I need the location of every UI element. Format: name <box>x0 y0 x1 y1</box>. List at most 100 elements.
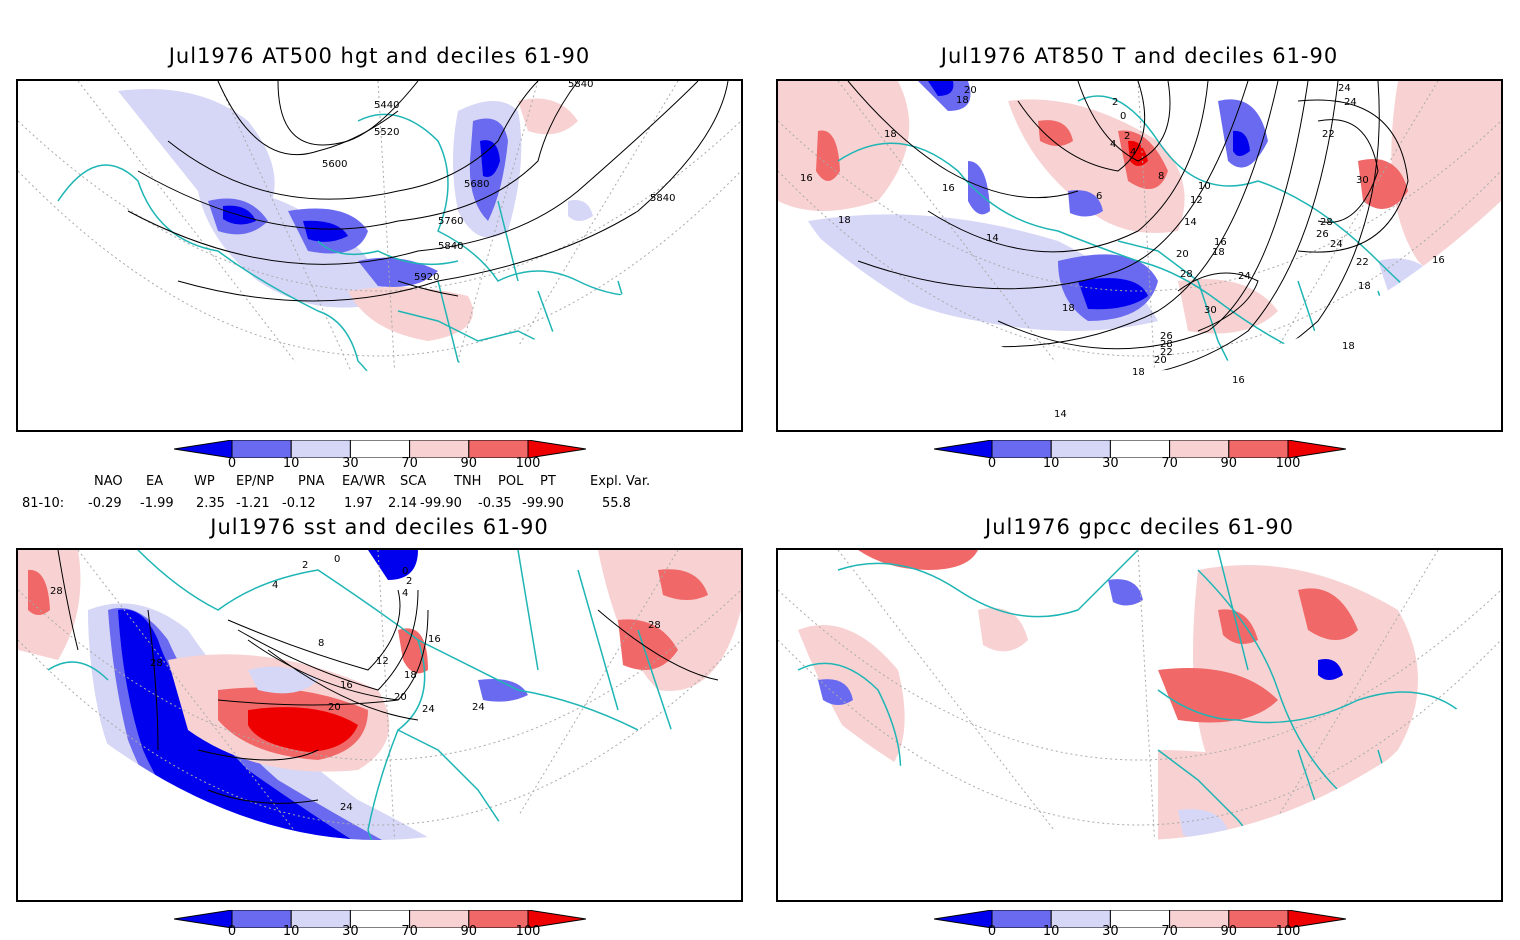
t-label-27: 22 <box>1160 347 1173 358</box>
colorbar-tick-label: 100 <box>1275 456 1301 471</box>
colorbar-bottom-left <box>173 909 587 929</box>
colorbar-tick-label: 90 <box>1220 456 1238 471</box>
t-label-34: 24 <box>1344 97 1357 108</box>
t-label-39: 22 <box>1356 257 1369 268</box>
index-header-eawr: EA/WR <box>342 474 386 489</box>
map-t850-canvas: 20 18 18 16 16 18 14 18 6 4 2 0 2 4 8 10… <box>778 81 1501 420</box>
contour-label-1: 5840 <box>568 81 593 90</box>
colorbar-tick-label: 0 <box>987 456 997 471</box>
sst-label-16: 24 <box>472 702 485 713</box>
t-label-42: 18 <box>1342 341 1355 352</box>
contour-label-2: 5440 <box>374 100 399 111</box>
t-label-24: 24 <box>1238 271 1251 282</box>
index-header-epnp: EP/NP <box>236 474 274 489</box>
sst-label-6: 0 <box>402 566 408 577</box>
sst-label-15: 24 <box>422 704 435 715</box>
colorbar-tick-label: 70 <box>401 456 418 471</box>
colorbar-tick-label: 90 <box>460 456 478 471</box>
sst-label-11: 16 <box>340 680 353 691</box>
t-label-3: 18 <box>884 129 897 140</box>
t-label-2: 18 <box>956 95 969 106</box>
t-label-21: 20 <box>1176 249 1189 260</box>
index-value-pt: -99.90 <box>522 496 564 511</box>
colorbar-tick-label: 0 <box>227 456 237 471</box>
contour-labels: 5840 5440 5520 5600 5680 5840 5760 5840 … <box>322 81 675 283</box>
t-label-13: 2 <box>1124 131 1130 142</box>
contour-label-3: 5520 <box>374 127 399 138</box>
t-label-35: 30 <box>1356 175 1369 186</box>
t-label-37: 26 <box>1316 229 1329 240</box>
t-label-29: 18 <box>1132 367 1145 378</box>
t-label-22: 28 <box>1180 269 1193 280</box>
graticule <box>18 550 741 840</box>
index-value-pna: -0.12 <box>282 496 316 511</box>
sst-label-3: 0 <box>334 554 340 565</box>
index-header-tnh: TNH <box>454 474 482 489</box>
colorbar-tick-label: 70 <box>401 924 418 939</box>
index-value-wp: 2.35 <box>196 496 225 511</box>
sst-label-1: 28 <box>50 586 63 597</box>
sst-label-4: 2 <box>302 560 308 571</box>
t-label-19: 16 <box>1214 237 1227 248</box>
contour-label-8: 5840 <box>438 241 463 252</box>
graticule <box>778 81 1501 371</box>
index-value-expl-var: 55.8 <box>602 496 631 511</box>
t-label-8: 18 <box>1062 303 1075 314</box>
t-label-26: 28 <box>1160 339 1173 350</box>
colorbar-tick-label: 30 <box>1102 924 1119 939</box>
index-header-wp: WP <box>194 474 215 489</box>
colorbar-upper-triangle <box>527 439 587 459</box>
t-label-6: 18 <box>838 215 851 226</box>
map-sst: 28 28 0 2 4 0 2 4 8 12 16 16 18 20 24 24… <box>16 548 743 902</box>
contour-label-9: 5920 <box>414 272 439 283</box>
sst-label-5: 4 <box>272 580 278 591</box>
t-label-7: 14 <box>986 233 999 244</box>
t-label-31: 14 <box>1054 409 1067 420</box>
contour-labels: 28 28 0 2 4 0 2 4 8 12 16 16 18 20 24 24… <box>50 554 661 813</box>
t-label-38: 24 <box>1330 239 1343 250</box>
colorbar-tick-label: 30 <box>342 924 359 939</box>
index-value-epnp: -1.21 <box>236 496 270 511</box>
t-label-36: 28 <box>1320 217 1333 228</box>
colorbar-upper-triangle <box>1287 439 1347 459</box>
index-value-ea: -1.99 <box>140 496 174 511</box>
sst-label-14: 20 <box>394 692 407 703</box>
index-header-expl-var: Expl. Var. <box>590 474 651 489</box>
index-value-eawr: 1.97 <box>344 496 373 511</box>
t-label-4: 16 <box>800 173 813 184</box>
contour-label-7: 5760 <box>438 216 463 227</box>
t-label-28: 20 <box>1154 355 1167 366</box>
sst-label-10: 12 <box>376 656 389 667</box>
colorbar-tick-label: 0 <box>987 924 997 939</box>
index-value-pol: -0.35 <box>478 496 512 511</box>
colorbar-tick-label: 100 <box>515 456 541 471</box>
index-header-pt: PT <box>540 474 556 489</box>
t-label-20: 18 <box>1212 247 1225 258</box>
panel-title-gpcc: Jul1976 gpcc deciles 61-90 <box>985 515 1294 539</box>
colorbar-tick-label: 90 <box>1220 924 1238 939</box>
index-row-label: 81-10: <box>22 496 65 511</box>
t-label-11: 2 <box>1112 97 1118 108</box>
t-label-5: 16 <box>942 183 955 194</box>
sst-label-7: 2 <box>406 576 412 587</box>
sst-label-12: 16 <box>428 634 441 645</box>
colorbar-tick-label: 30 <box>342 456 359 471</box>
decile-shading <box>118 89 593 341</box>
t-label-33: 22 <box>1322 129 1335 140</box>
colorbar-tick-label: 90 <box>460 924 478 939</box>
map-sst-canvas: 28 28 0 2 4 0 2 4 8 12 16 16 18 20 24 24… <box>18 550 741 840</box>
coastlines <box>47 550 679 840</box>
colorbar-bottom-right-labels: 0 10 30 70 90 100 <box>934 924 1346 940</box>
map-hgt: 5840 5440 5520 5600 5680 5840 5760 5840 … <box>16 79 743 432</box>
contour-label-6: 5840 <box>650 193 675 204</box>
panel-title-hgt: Jul1976 AT500 hgt and deciles 61-90 <box>168 44 591 68</box>
t-label-30: 16 <box>1232 375 1245 386</box>
index-value-tnh: -99.90 <box>420 496 462 511</box>
map-hgt-canvas: 5840 5440 5520 5600 5680 5840 5760 5840 … <box>18 81 741 371</box>
panel-title-sst: Jul1976 sst and deciles 61-90 <box>210 515 549 539</box>
sst-label-17: 20 <box>328 702 341 713</box>
colorbar-top-left <box>173 439 587 459</box>
t-label-40: 18 <box>1358 281 1371 292</box>
t-label-14: 4 <box>1130 147 1136 158</box>
graticule <box>18 81 741 371</box>
